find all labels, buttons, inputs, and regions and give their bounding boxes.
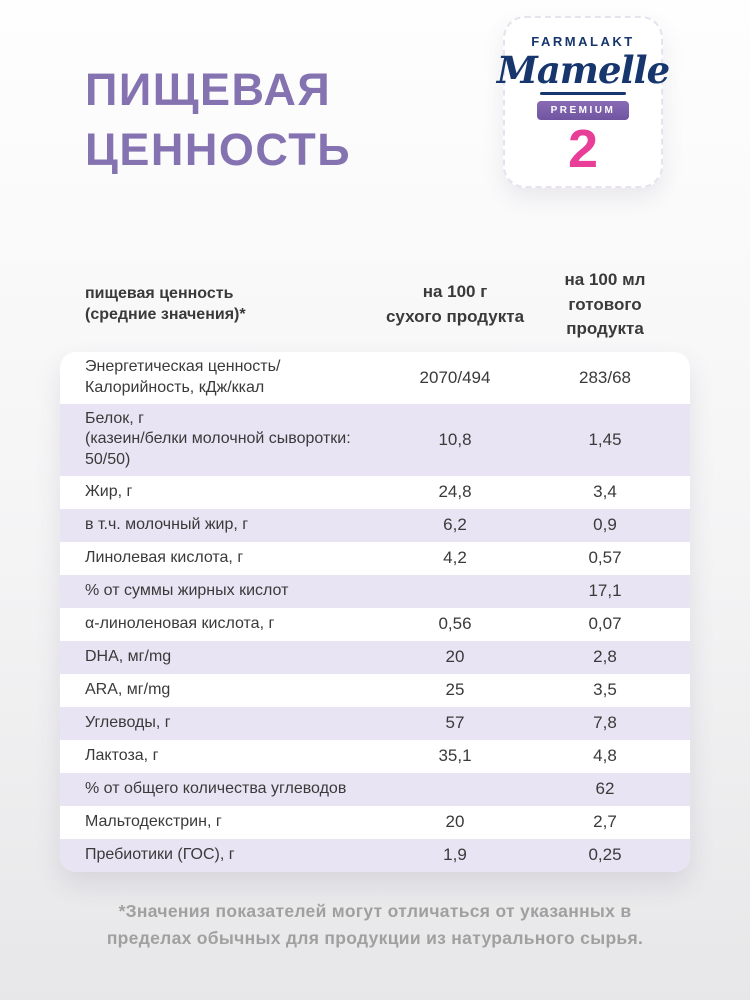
row-label: Энергетическая ценность/ Калорийность, к… bbox=[85, 358, 281, 396]
table-row: ARA, мг/mg 25 3,5 bbox=[60, 674, 690, 707]
stage-number: 2 bbox=[567, 118, 599, 179]
row-label: в т.ч. молочный жир, г bbox=[85, 516, 249, 534]
nutrition-table: Энергетическая ценность/ Калорийность, к… bbox=[60, 352, 690, 872]
table-row: % от общего количества углеводов 62 bbox=[60, 772, 690, 806]
value-per-100ml-ready: 283/68 bbox=[579, 367, 631, 387]
column-header-per-100g-dry: на 100 г сухого продукта bbox=[385, 282, 525, 326]
column-header-nutrition: пищевая ценность (средние значения)* bbox=[85, 285, 246, 323]
row-label: Жир, г bbox=[85, 483, 133, 501]
table-row: Углеводы, г 57 7,8 bbox=[60, 706, 690, 740]
value-per-100g-dry: 10,8 bbox=[438, 429, 472, 449]
table-row: Мальтодекстрин, г 20 2,7 bbox=[60, 806, 690, 839]
value-per-100ml-ready: 0,57 bbox=[588, 548, 622, 568]
value-per-100g-dry: 35,1 bbox=[438, 746, 472, 766]
brand-badge: FARMALAKT Mamelle PREMIUM 2 bbox=[497, 16, 670, 188]
value-per-100ml-ready: 3,5 bbox=[593, 680, 617, 700]
table-row: в т.ч. молочный жир, г 6,2 0,9 bbox=[60, 508, 690, 542]
row-label: ARA, мг/mg bbox=[85, 681, 171, 699]
row-label: Лактоза, г bbox=[85, 747, 159, 765]
row-label: α-линоленовая кислота, г bbox=[85, 615, 275, 633]
row-label: % от суммы жирных кислот bbox=[85, 582, 289, 600]
value-per-100ml-ready: 0,25 bbox=[588, 845, 622, 865]
value-per-100ml-ready: 7,8 bbox=[593, 713, 617, 733]
brand-logo: Mamelle bbox=[496, 48, 670, 92]
column-header-per-100ml-ready: на 100 мл готового продукта bbox=[564, 270, 646, 339]
premium-tier-label: PREMIUM bbox=[536, 100, 630, 120]
value-per-100ml-ready: 1,45 bbox=[588, 429, 622, 449]
row-label: Белок, г (казеин/белки молочной сыворотк… bbox=[85, 409, 351, 469]
row-label: % от общего количества углеводов bbox=[85, 780, 347, 798]
page-title-line2: ЦЕННОСТЬ bbox=[85, 123, 352, 175]
value-per-100g-dry: 20 bbox=[445, 812, 465, 832]
manufacturer-name: FARMALAKT bbox=[531, 34, 635, 49]
table-row: Линолевая кислота, г 4,2 0,57 bbox=[60, 542, 690, 575]
value-per-100ml-ready: 2,8 bbox=[593, 647, 617, 667]
row-label: Линолевая кислота, г bbox=[85, 549, 244, 567]
value-per-100g-dry: 25 bbox=[445, 680, 465, 700]
row-label: Углеводы, г bbox=[85, 714, 171, 732]
table-row: Жир, г 24,8 3,4 bbox=[60, 476, 690, 509]
value-per-100ml-ready: 62 bbox=[595, 779, 615, 799]
table-header: пищевая ценность (средние значения)* на … bbox=[60, 268, 690, 342]
value-per-100ml-ready: 17,1 bbox=[588, 581, 622, 601]
value-per-100ml-ready: 2,7 bbox=[593, 812, 617, 832]
value-per-100g-dry: 6,2 bbox=[443, 515, 467, 535]
table-row: Пребиотики (ГОС), г 1,9 0,25 bbox=[60, 838, 690, 872]
table-row: % от суммы жирных кислот 17,1 bbox=[60, 574, 690, 608]
value-per-100ml-ready: 3,4 bbox=[593, 482, 617, 502]
table-row: Энергетическая ценность/ Калорийность, к… bbox=[60, 352, 690, 404]
row-label: Пребиотики (ГОС), г bbox=[85, 846, 235, 864]
logo-underline bbox=[540, 91, 626, 95]
value-per-100g-dry: 4,2 bbox=[443, 548, 467, 568]
table-row: DHA, мг/mg 20 2,8 bbox=[60, 640, 690, 674]
value-per-100g-dry: 1,9 bbox=[443, 845, 467, 865]
page-title: ПИЩЕВАЯ ЦЕННОСТЬ bbox=[85, 60, 351, 180]
value-per-100g-dry: 2070/494 bbox=[419, 367, 491, 387]
value-per-100g-dry: 57 bbox=[445, 713, 465, 733]
value-per-100ml-ready: 0,07 bbox=[588, 614, 622, 634]
value-per-100ml-ready: 0,9 bbox=[593, 515, 617, 535]
footnote: *Значения показателей могут отличаться о… bbox=[106, 901, 644, 949]
table-row: α-линоленовая кислота, г 0,56 0,07 bbox=[60, 608, 690, 641]
row-label: DHA, мг/mg bbox=[85, 648, 172, 666]
value-per-100g-dry: 24,8 bbox=[438, 482, 472, 502]
page-title-line1: ПИЩЕВАЯ bbox=[85, 64, 332, 115]
value-per-100g-dry: 0,56 bbox=[438, 614, 472, 634]
table-row: Лактоза, г 35,1 4,8 bbox=[60, 740, 690, 773]
value-per-100ml-ready: 4,8 bbox=[593, 746, 617, 766]
row-label: Мальтодекстрин, г bbox=[85, 813, 222, 831]
table-row: Белок, г (казеин/белки молочной сыворотк… bbox=[60, 403, 690, 476]
value-per-100g-dry: 20 bbox=[445, 647, 465, 667]
